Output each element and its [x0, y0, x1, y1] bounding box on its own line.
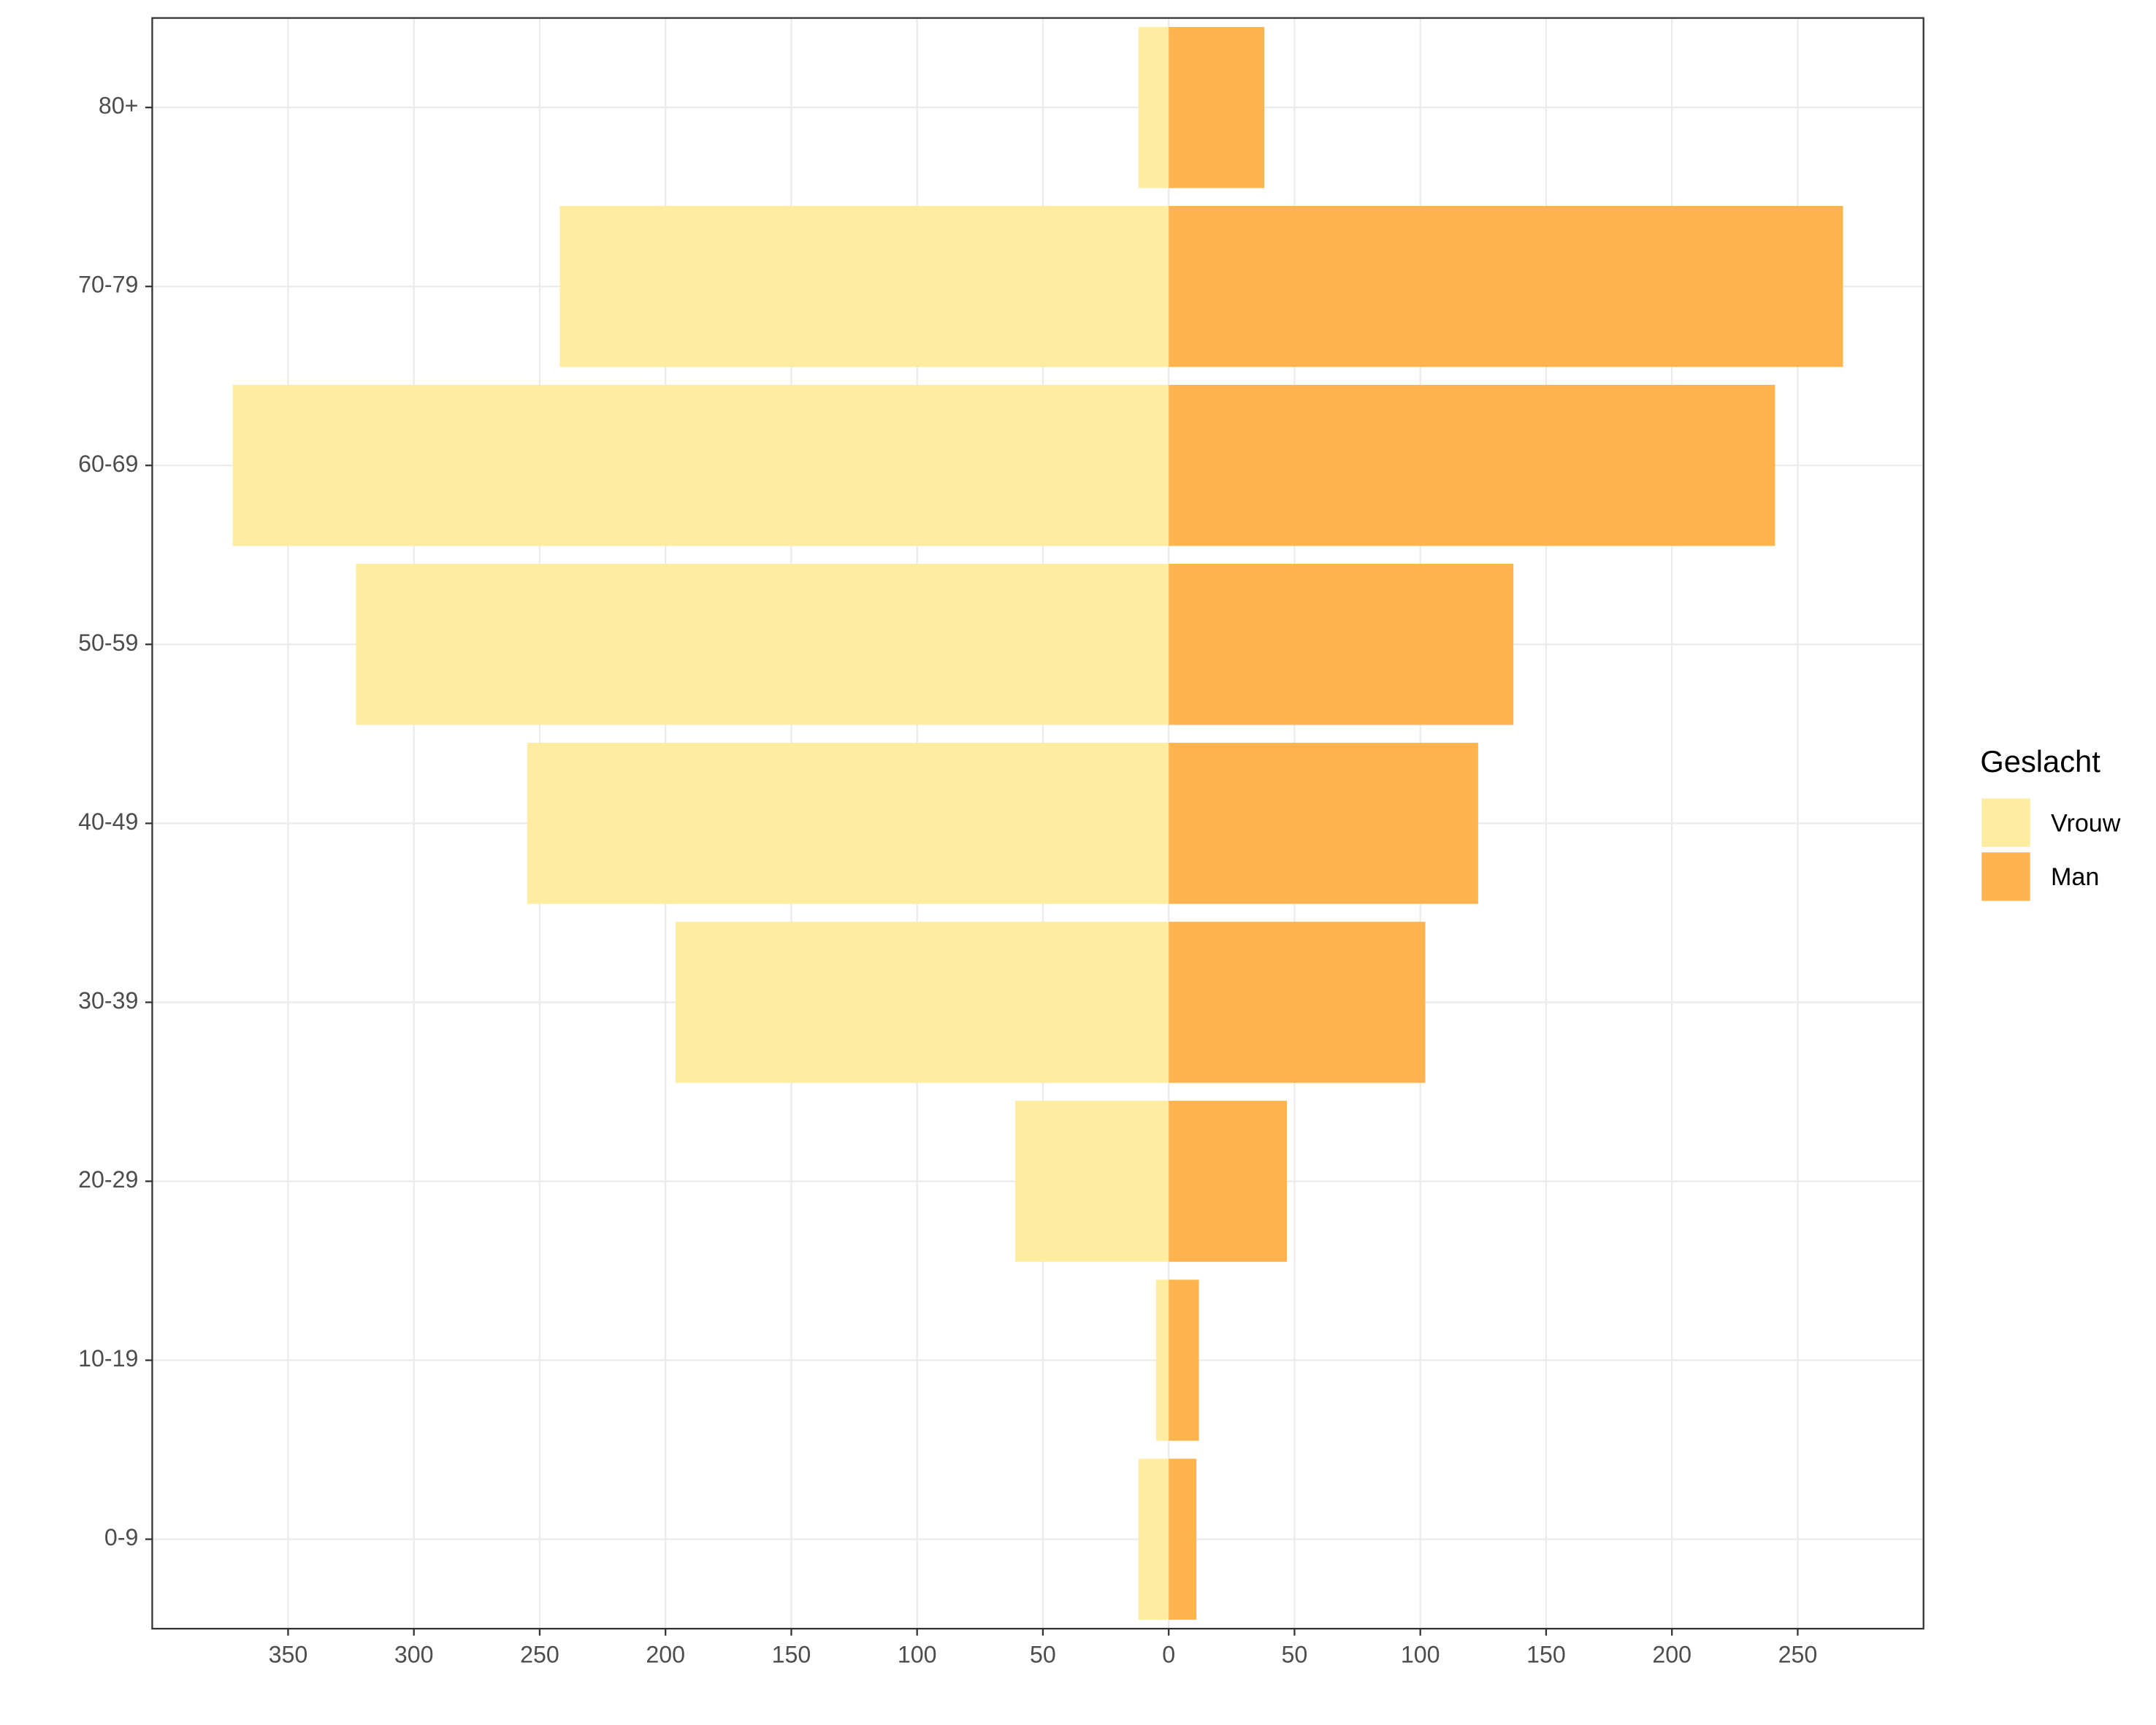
legend-label: Man — [2051, 863, 2099, 891]
y-tick-label: 80+ — [99, 93, 139, 119]
bar — [1138, 1458, 1169, 1620]
x-tick-label: 100 — [898, 1642, 937, 1668]
axes: 350 300 250 200 150 100 50 0 50 100 150 200 250 0-9 10… — [78, 93, 1817, 1668]
legend-label: Vrouw — [2051, 809, 2121, 837]
bar — [1169, 564, 1514, 725]
y-tick-label: 60-69 — [78, 451, 138, 477]
y-tick-label: 10-19 — [78, 1345, 138, 1372]
x-tick-label: 150 — [772, 1642, 811, 1668]
bar — [1169, 1280, 1199, 1441]
bar — [232, 385, 1169, 546]
x-tick-label: 250 — [1778, 1642, 1818, 1668]
x-tick-label: 100 — [1401, 1642, 1440, 1668]
bar — [1169, 743, 1478, 904]
bar — [1169, 385, 1775, 546]
y-tick-label: 50-59 — [78, 630, 138, 656]
x-tick-label: 50 — [1030, 1642, 1056, 1668]
bar — [675, 922, 1169, 1083]
bar — [527, 743, 1169, 904]
x-tick-label: 200 — [1652, 1642, 1691, 1668]
y-tick-label: 40-49 — [78, 808, 138, 835]
legend: Geslacht Vrouw Man — [1980, 744, 2121, 901]
legend-swatch — [1981, 852, 2030, 901]
y-tick-label: 70-79 — [78, 272, 138, 298]
bar — [1169, 205, 1843, 367]
y-tick-label: 30-39 — [78, 987, 138, 1014]
x-tick-label: 200 — [646, 1642, 685, 1668]
bar — [1155, 1280, 1169, 1441]
bars — [232, 26, 1843, 1620]
bar — [559, 205, 1169, 367]
x-tick-label: 50 — [1282, 1642, 1308, 1668]
bar — [1015, 1101, 1169, 1262]
bar — [1169, 1101, 1288, 1262]
x-tick-label: 300 — [394, 1642, 434, 1668]
bar — [356, 564, 1169, 725]
bar — [1169, 922, 1426, 1083]
x-tick-label: 350 — [269, 1642, 308, 1668]
legend-swatch — [1981, 798, 2030, 847]
y-tick-label: 20-29 — [78, 1166, 138, 1193]
bar — [1169, 1458, 1197, 1620]
bar — [1138, 26, 1169, 188]
bar — [1169, 26, 1265, 188]
y-tick-label: 0-9 — [104, 1524, 139, 1550]
x-tick-label: 150 — [1526, 1642, 1566, 1668]
x-tick-label: 250 — [520, 1642, 559, 1668]
x-tick-label: 0 — [1162, 1642, 1175, 1668]
legend-title: Geslacht — [1980, 744, 2100, 779]
